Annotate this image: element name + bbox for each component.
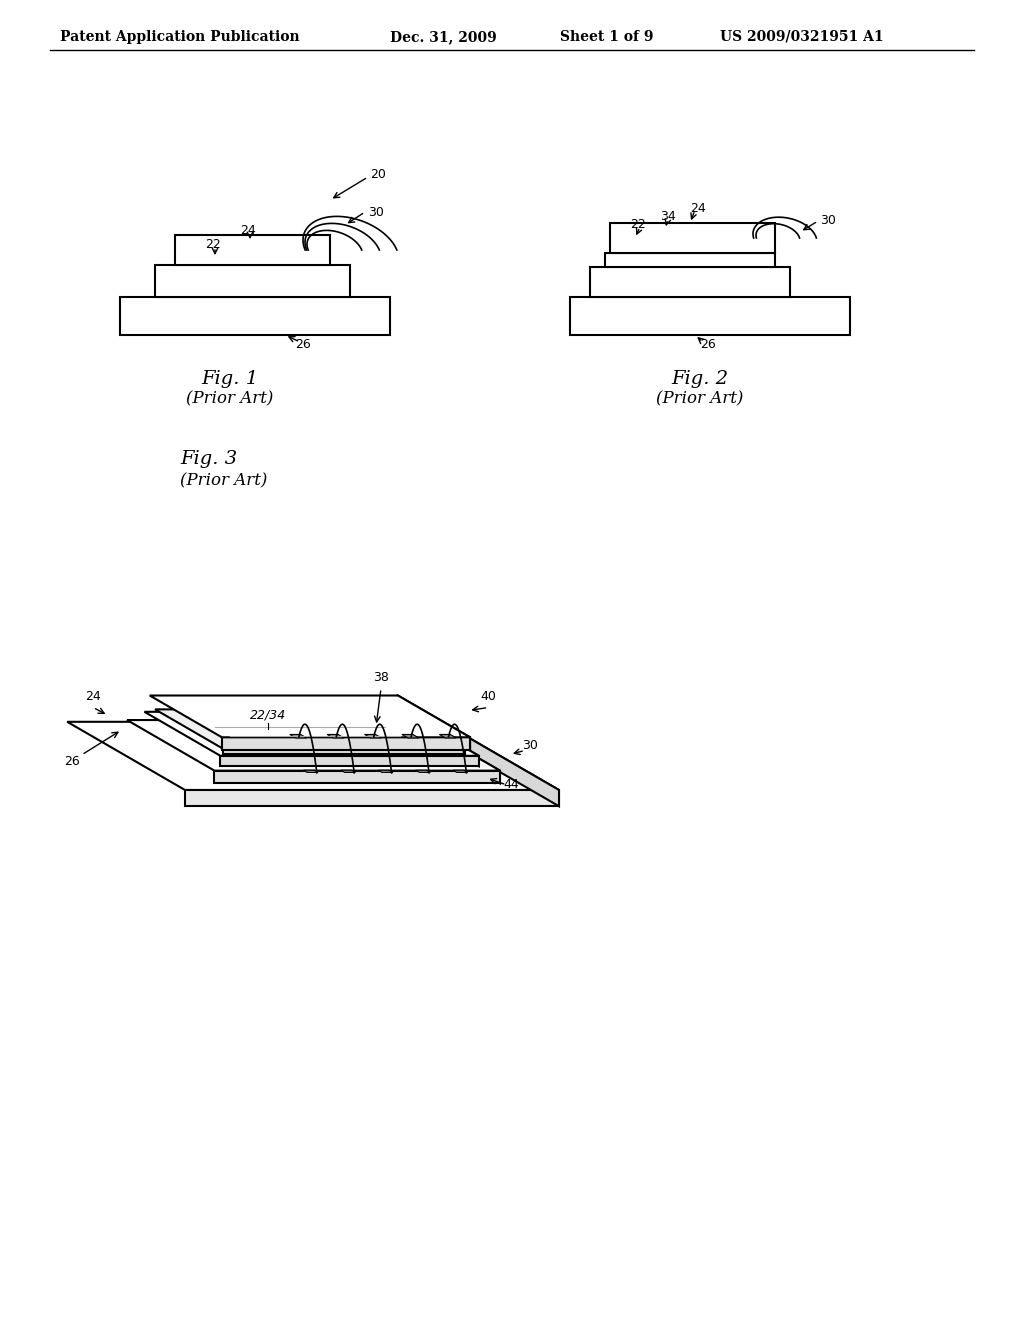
Polygon shape bbox=[214, 771, 500, 783]
Polygon shape bbox=[185, 789, 559, 807]
Polygon shape bbox=[378, 770, 393, 772]
Polygon shape bbox=[150, 696, 470, 738]
Text: Fig. 2: Fig. 2 bbox=[672, 370, 728, 388]
Polygon shape bbox=[155, 709, 465, 748]
Polygon shape bbox=[290, 734, 306, 738]
Polygon shape bbox=[398, 696, 470, 750]
Polygon shape bbox=[223, 748, 465, 754]
Text: 34: 34 bbox=[660, 210, 676, 223]
Text: 38: 38 bbox=[373, 671, 389, 684]
Text: 26: 26 bbox=[295, 338, 310, 351]
FancyBboxPatch shape bbox=[570, 297, 850, 335]
FancyBboxPatch shape bbox=[590, 267, 790, 297]
Polygon shape bbox=[453, 770, 468, 772]
Polygon shape bbox=[127, 719, 500, 771]
Polygon shape bbox=[220, 756, 479, 766]
Text: 40: 40 bbox=[480, 690, 497, 704]
Polygon shape bbox=[303, 770, 318, 772]
Text: 22: 22 bbox=[630, 219, 646, 231]
Text: (Prior Art): (Prior Art) bbox=[180, 473, 267, 488]
Text: 30: 30 bbox=[522, 739, 538, 752]
Text: Fig. 1: Fig. 1 bbox=[202, 370, 259, 388]
Text: 26: 26 bbox=[63, 755, 80, 768]
Text: 26: 26 bbox=[700, 338, 716, 351]
Text: Fig. 3: Fig. 3 bbox=[180, 450, 238, 469]
Polygon shape bbox=[401, 734, 419, 738]
Polygon shape bbox=[68, 722, 559, 789]
Text: Sheet 1 of 9: Sheet 1 of 9 bbox=[560, 30, 653, 44]
Text: 44: 44 bbox=[504, 777, 519, 791]
FancyBboxPatch shape bbox=[605, 253, 775, 267]
Text: Dec. 31, 2009: Dec. 31, 2009 bbox=[390, 30, 497, 44]
Polygon shape bbox=[402, 711, 479, 766]
Polygon shape bbox=[365, 734, 382, 738]
Text: 22: 22 bbox=[205, 239, 221, 252]
FancyBboxPatch shape bbox=[155, 265, 350, 297]
Text: Patent Application Publication: Patent Application Publication bbox=[60, 30, 300, 44]
Text: (Prior Art): (Prior Art) bbox=[656, 389, 743, 407]
Polygon shape bbox=[413, 719, 500, 783]
Text: 24: 24 bbox=[690, 202, 706, 214]
FancyBboxPatch shape bbox=[175, 235, 330, 265]
Polygon shape bbox=[439, 734, 457, 738]
Polygon shape bbox=[416, 770, 430, 772]
Polygon shape bbox=[144, 711, 479, 756]
Polygon shape bbox=[327, 734, 344, 738]
FancyBboxPatch shape bbox=[610, 223, 775, 253]
Text: 22/34: 22/34 bbox=[250, 709, 287, 722]
FancyBboxPatch shape bbox=[120, 297, 390, 335]
Text: US 2009/0321951 A1: US 2009/0321951 A1 bbox=[720, 30, 884, 44]
Text: 30: 30 bbox=[820, 214, 836, 227]
Text: (Prior Art): (Prior Art) bbox=[186, 389, 273, 407]
Text: 20: 20 bbox=[370, 169, 386, 181]
Text: 24: 24 bbox=[240, 223, 256, 236]
Polygon shape bbox=[341, 770, 355, 772]
Polygon shape bbox=[396, 709, 465, 754]
Polygon shape bbox=[222, 738, 470, 750]
Text: 24: 24 bbox=[85, 690, 101, 704]
Text: 30: 30 bbox=[368, 206, 384, 219]
Polygon shape bbox=[441, 722, 559, 807]
